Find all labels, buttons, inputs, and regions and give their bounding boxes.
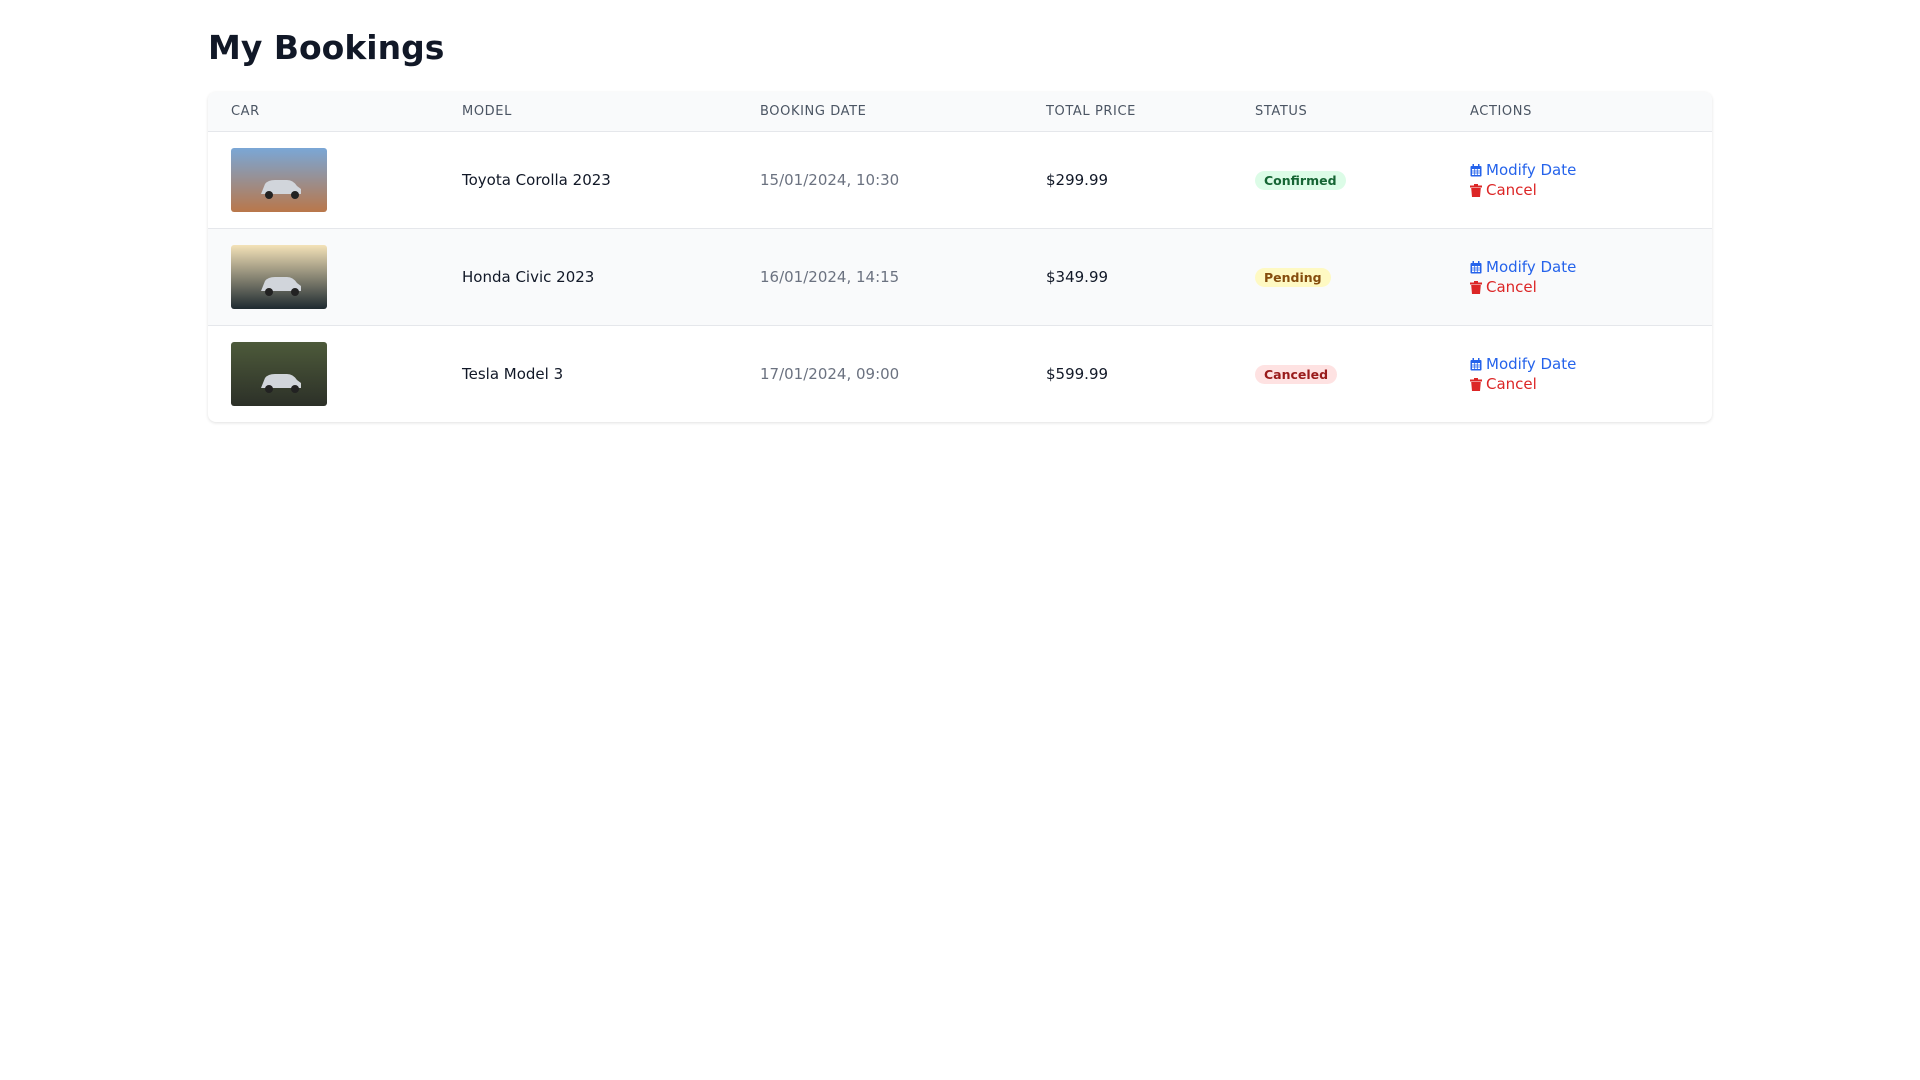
model-cell: Honda Civic 2023	[439, 228, 737, 326]
column-header: STATUS	[1232, 92, 1447, 132]
cancel-text: Cancel	[1486, 278, 1537, 296]
booking-row: Toyota Corolla 2023 15/01/2024, 10:30 $299…	[208, 131, 1712, 229]
price-cell: $299.99	[1023, 131, 1232, 229]
status-badge: Confirmed	[1255, 170, 1346, 190]
actions-cell: Modify Date Cancel	[1447, 131, 1712, 229]
cancel-link[interactable]: Cancel	[1470, 277, 1712, 297]
car-cell	[208, 131, 439, 229]
cancel-link[interactable]: Cancel	[1470, 180, 1712, 200]
car-image	[231, 148, 327, 212]
column-header: MODEL	[439, 92, 737, 132]
price-cell: $349.99	[1023, 228, 1232, 326]
modify-date-link[interactable]: Modify Date	[1470, 354, 1712, 374]
cancel-text: Cancel	[1486, 375, 1537, 393]
car-cell	[208, 325, 439, 422]
booking-row: Tesla Model 3 17/01/2024, 09:00 $599.99 Can…	[208, 325, 1712, 422]
status-badge: Pending	[1255, 267, 1331, 287]
date-cell: 16/01/2024, 14:15	[737, 228, 1023, 326]
car-image	[231, 342, 327, 406]
date-cell: 15/01/2024, 10:30	[737, 131, 1023, 229]
modify-date-text: Modify Date	[1486, 161, 1577, 179]
booking-row: Honda Civic 2023 16/01/2024, 14:15 $349.99…	[208, 228, 1712, 326]
header-row: CAR MODEL BOOKING DATE TOTAL PRICE STATUS ACT…	[208, 92, 1712, 132]
column-header: BOOKING DATE	[737, 92, 1023, 132]
model-cell: Tesla Model 3	[439, 325, 737, 422]
date-cell: 17/01/2024, 09:00	[737, 325, 1023, 422]
status-cell: Confirmed	[1232, 131, 1447, 229]
modify-date-link[interactable]: Modify Date	[1470, 160, 1712, 180]
modify-date-text: Modify Date	[1486, 355, 1577, 373]
cancel-text: Cancel	[1486, 181, 1537, 199]
cancel-link[interactable]: Cancel	[1470, 374, 1712, 394]
page-title: My Bookings	[208, 28, 445, 67]
status-cell: Pending	[1232, 228, 1447, 326]
price-cell: $599.99	[1023, 325, 1232, 422]
column-header: CAR	[208, 92, 439, 132]
bookings-card: CAR MODEL BOOKING DATE TOTAL PRICE STATUS ACT…	[208, 92, 1712, 422]
model-cell: Toyota Corolla 2023	[439, 131, 737, 229]
column-header: TOTAL PRICE	[1023, 92, 1232, 132]
actions-cell: Modify Date Cancel	[1447, 325, 1712, 422]
column-header: ACTIONS	[1447, 92, 1712, 132]
actions-cell: Modify Date Cancel	[1447, 228, 1712, 326]
bookings-table: CAR MODEL BOOKING DATE TOTAL PRICE STATUS ACT…	[208, 92, 1712, 422]
status-badge: Canceled	[1255, 364, 1338, 384]
car-image	[231, 245, 327, 309]
car-cell	[208, 228, 439, 326]
modify-date-text: Modify Date	[1486, 258, 1577, 276]
status-cell: Canceled	[1232, 325, 1447, 422]
modify-date-link[interactable]: Modify Date	[1470, 257, 1712, 277]
